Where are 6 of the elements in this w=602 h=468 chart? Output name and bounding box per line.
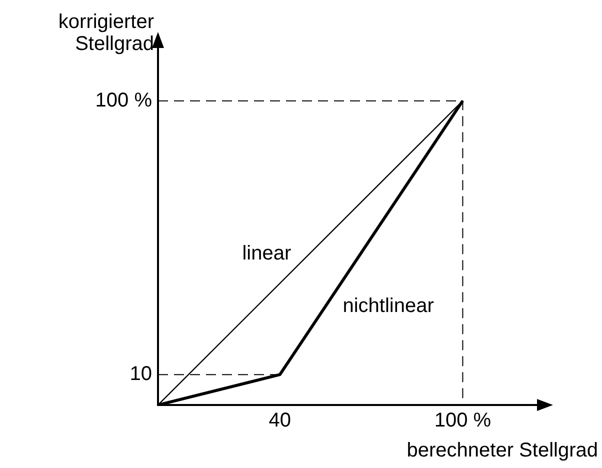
x-tick-label: 40 (268, 410, 292, 432)
x-axis-title: berechneter Stellgrad (406, 440, 598, 462)
series-label: linear (242, 242, 292, 265)
series-label: nichtlinear (342, 294, 434, 317)
y-axis-title: korrigierter Stellgrad (58, 11, 154, 55)
y-tick-label: 10 (130, 363, 152, 386)
